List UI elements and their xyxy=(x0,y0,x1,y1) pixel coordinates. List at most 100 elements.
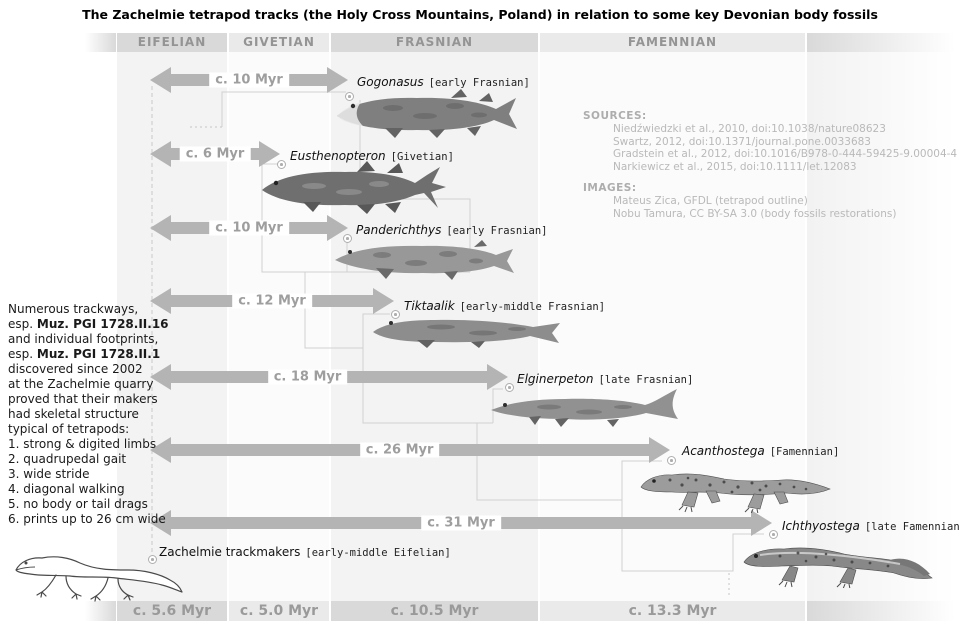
note-line: esp. Muz. PGI 1728.II.16 xyxy=(8,317,169,331)
sources-heading: SOURCES: xyxy=(583,110,647,122)
timegap-arrow-ichthyostega: c. 31 Myr xyxy=(150,510,772,536)
stage-header-eifelian: EIFELIAN xyxy=(117,33,227,52)
sources-block: SOURCES: Niedźwiedzki et al., 2010, doi:… xyxy=(583,110,957,173)
fossil-label-ichthyostega: Ichthyostega [late Famennian] xyxy=(782,519,960,533)
stage-bracket: [early Frasnian] xyxy=(446,225,548,237)
timegap-label: c. 26 Myr xyxy=(359,442,440,458)
note-line: discovered since 2002 xyxy=(8,362,143,376)
timegap-arrow-tiktaalik: c. 12 Myr xyxy=(150,288,394,314)
timegap-label: c. 18 Myr xyxy=(267,369,348,385)
stage-duration-frasnian: c. 10.5 Myr xyxy=(331,601,538,621)
footer-band-lead-in xyxy=(85,601,116,621)
note-line: Numerous trackways, xyxy=(8,302,139,316)
notes-panel: Numerous trackways, esp. Muz. PGI 1728.I… xyxy=(8,302,169,527)
note-line: 2. quadrupedal gait xyxy=(8,452,127,466)
fossil-label-elginerpeton: Elginerpeton [late Frasnian] xyxy=(517,372,693,386)
ichthyostega-illustration xyxy=(743,547,933,588)
source-item: Gradstein et al., 2012, doi:10.1016/B978… xyxy=(613,148,958,161)
stage-header-famennian: FAMENNIAN xyxy=(540,33,805,52)
stage-bracket: [Famennian] xyxy=(769,446,840,458)
image-credit-item: Mateus Zica, GFDL (tetrapod outline) xyxy=(613,195,808,208)
note-line: typical of tetrapods: xyxy=(8,422,130,436)
timegap-arrow-gogonasus: c. 10 Myr xyxy=(150,67,348,93)
stage-bracket: [early Frasnian] xyxy=(428,77,530,89)
trackmakers-label: Zachelmie trackmakers [early-middle Eifel… xyxy=(159,545,451,559)
note-line: 4. diagonal walking xyxy=(8,482,125,496)
note-line: at the Zachelmie quarry xyxy=(8,377,154,391)
source-item: Swartz, 2012, doi:10.1371/journal.pone.0… xyxy=(613,135,871,148)
trackmaker-marker-icon xyxy=(148,555,157,564)
arrowhead-right-icon xyxy=(327,67,348,93)
arrowhead-right-icon xyxy=(487,364,508,390)
stage-bracket: [Givetian] xyxy=(390,151,454,163)
fossil-label-acanthostega: Acanthostega [Famennian] xyxy=(682,444,839,458)
arrowhead-left-icon xyxy=(150,510,171,536)
timegap-arrow-eusthenopteron: c. 6 Myr xyxy=(150,141,280,167)
fossil-marker-icon xyxy=(345,92,354,101)
tiktaalik-illustration xyxy=(373,319,560,348)
note-line: proved that their makers xyxy=(8,392,158,406)
genus-name: Panderichthys xyxy=(356,223,442,237)
timegap-label: c. 12 Myr xyxy=(232,293,312,309)
stage-duration-eifelian: c. 5.6 Myr xyxy=(117,601,227,621)
timegap-arrow-panderichthys: c. 10 Myr xyxy=(150,215,348,241)
figure-title: The Zachelmie tetrapod tracks (the Holy … xyxy=(82,7,878,22)
timegap-label: c. 10 Myr xyxy=(209,220,289,236)
tetrapod-outline-illustration xyxy=(15,556,183,602)
stage-header-givetian: GIVETIAN xyxy=(229,33,329,52)
arrowhead-left-icon xyxy=(150,67,171,93)
note-line: and individual footprints, xyxy=(8,332,159,346)
stage-header-frasnian: FRASNIAN xyxy=(331,33,538,52)
fossil-marker-icon xyxy=(769,530,778,539)
timegap-label: c. 10 Myr xyxy=(209,72,289,88)
genus-name: Elginerpeton xyxy=(517,372,594,386)
timegap-arrow-acanthostega: c. 26 Myr xyxy=(150,437,670,463)
fossil-marker-icon xyxy=(505,383,514,392)
note-line: 5. no body or tail drags xyxy=(8,497,148,511)
fossil-label-tiktaalik: Tiktaalik [early-middle Frasnian] xyxy=(404,299,605,313)
arrowhead-right-icon xyxy=(259,141,280,167)
stage-duration-givetian: c. 5.0 Myr xyxy=(229,601,329,621)
fossil-marker-icon xyxy=(277,160,286,169)
acanthostega-illustration xyxy=(640,473,831,513)
arrowhead-right-icon xyxy=(751,510,772,536)
stage-column-post-devonian xyxy=(807,52,955,601)
image-credit-item: Nobu Tamura, CC BY-SA 3.0 (body fossils … xyxy=(613,207,897,220)
note-line: esp. Muz. PGI 1728.II.1 xyxy=(8,347,161,361)
timegap-label: c. 31 Myr xyxy=(421,515,501,531)
arrowhead-left-icon xyxy=(150,364,171,390)
stage-column-eifelian xyxy=(117,52,227,601)
note-line: 3. wide stride xyxy=(8,467,90,481)
fossil-label-eusthenopteron: Eusthenopteron [Givetian] xyxy=(290,149,454,163)
note-line: 1. strong & digited limbs xyxy=(8,437,157,451)
stage-bracket: [early-middle Eifelian] xyxy=(305,547,451,559)
note-line: had skeletal structure xyxy=(8,407,139,421)
fossil-label-gogonasus: Gogonasus [early Frasnian] xyxy=(357,75,530,89)
stage-header-post-devonian xyxy=(807,33,955,52)
fossil-label-panderichthys: Panderichthys [early Frasnian] xyxy=(356,223,548,237)
image-credits-block: IMAGES: Mateus Zica, GFDL (tetrapod outl… xyxy=(583,182,896,220)
fossil-marker-icon xyxy=(667,456,676,465)
arrowhead-left-icon xyxy=(150,215,171,241)
stage-bracket: [early-middle Frasnian] xyxy=(459,301,606,313)
source-item: Narkiewicz et al., 2015, doi:10.1111/let… xyxy=(613,160,857,173)
panderichthys-illustration xyxy=(335,240,514,280)
fossil-marker-icon xyxy=(343,234,352,243)
arrowhead-left-icon xyxy=(150,437,171,463)
arrowhead-right-icon xyxy=(649,437,670,463)
trackmakers-name: Zachelmie trackmakers xyxy=(159,545,301,559)
arrowhead-left-icon xyxy=(150,288,171,314)
genus-name: Ichthyostega xyxy=(782,519,860,533)
source-item: Niedźwiedzki et al., 2010, doi:10.1038/n… xyxy=(613,123,886,136)
elginerpeton-illustration xyxy=(491,389,678,427)
genus-name: Tiktaalik xyxy=(404,299,455,313)
stage-bracket: [late Frasnian] xyxy=(598,374,694,386)
stage-bracket: [late Famennian] xyxy=(864,521,960,533)
arrowhead-left-icon xyxy=(150,141,171,167)
arrowhead-right-icon xyxy=(327,215,348,241)
header-band-lead-in xyxy=(85,33,116,52)
gogonasus-illustration xyxy=(337,89,517,138)
note-line: 6. prints up to 26 cm wide xyxy=(8,512,166,526)
genus-name: Acanthostega xyxy=(682,444,765,458)
